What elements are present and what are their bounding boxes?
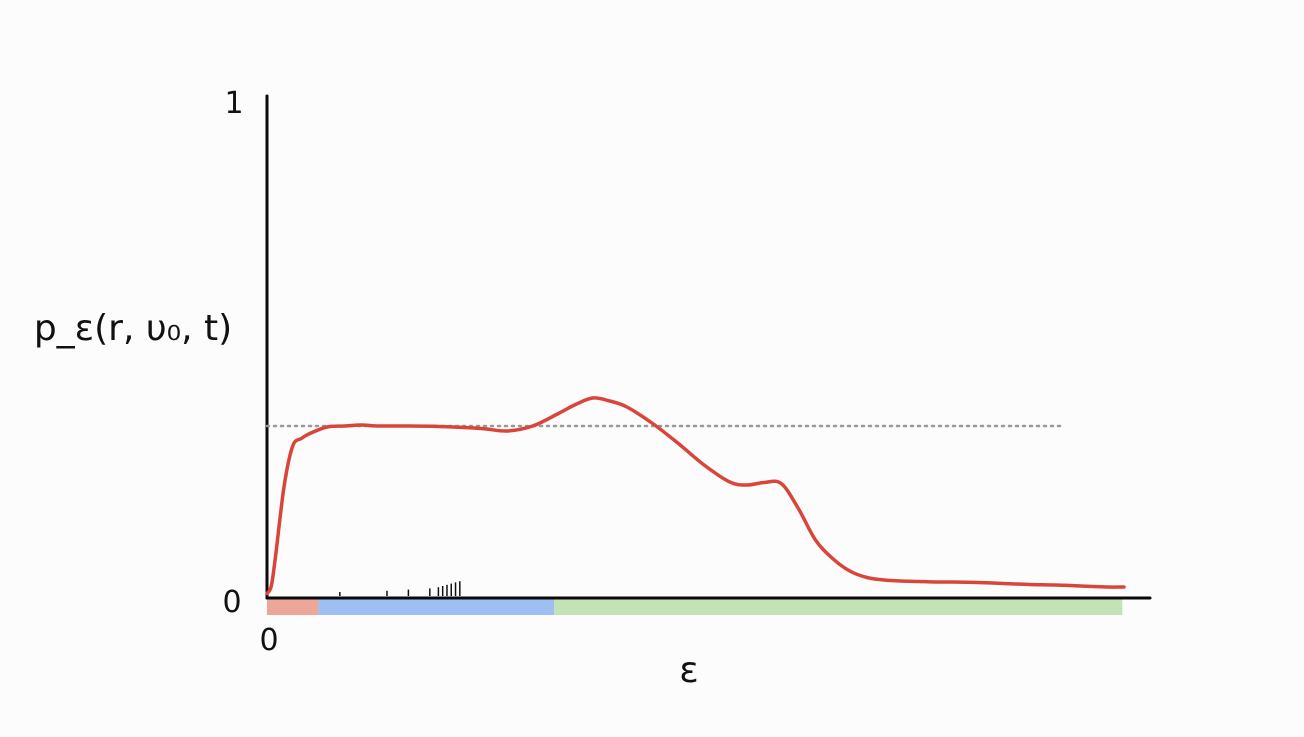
x-axis-label: ε: [679, 650, 698, 691]
x-minor-ticks: [339, 581, 461, 596]
y-tick-label-bottom: 0: [222, 585, 241, 620]
x-region-band-2: [318, 599, 555, 615]
x-tick-label-origin: 0: [259, 623, 278, 658]
series-line-1: [265, 396, 1126, 596]
x-region-bands: [267, 599, 1123, 615]
y-axis-label: p_ε(r, υ₀, t): [34, 308, 232, 349]
x-region-band-1: [267, 599, 319, 615]
y-tick-label-top: 1: [224, 86, 243, 121]
series-group: [265, 396, 1126, 596]
x-region-band-3: [554, 599, 1123, 615]
